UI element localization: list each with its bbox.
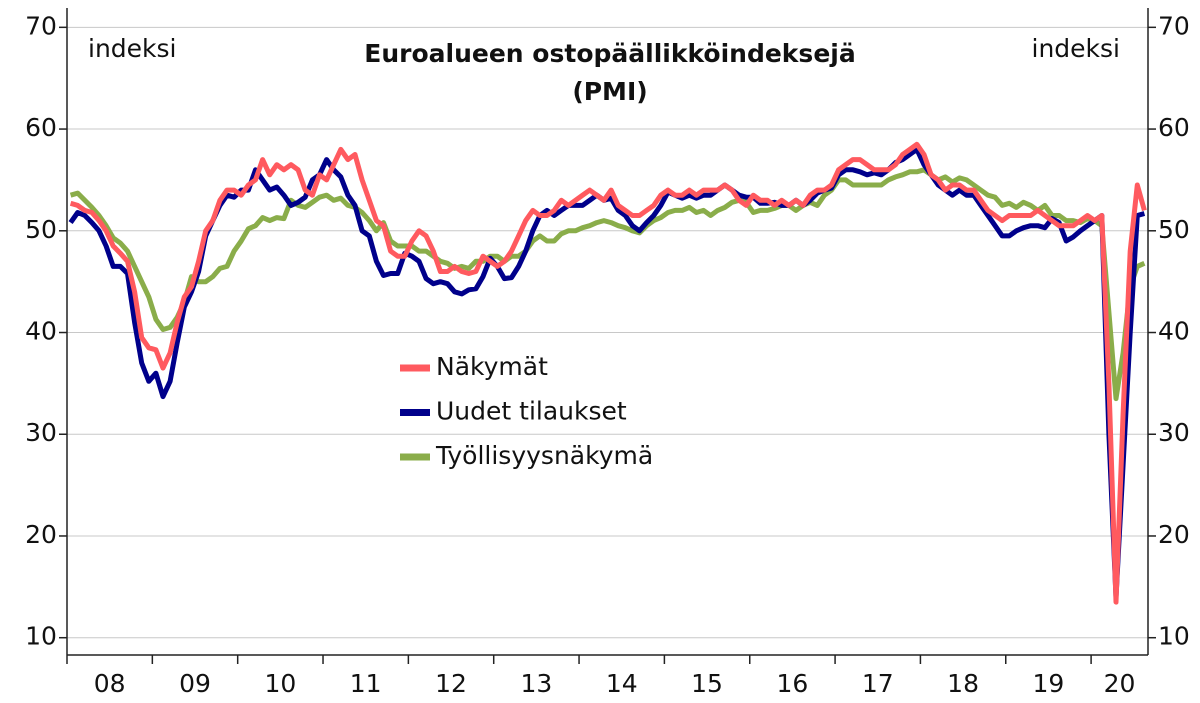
- x-tick-label: 13: [520, 669, 552, 698]
- x-tick-label: 16: [777, 669, 809, 698]
- x-tick-label: 20: [1104, 669, 1136, 698]
- x-tick-label: 08: [94, 669, 126, 698]
- y2-tick-label: 60: [1158, 113, 1190, 142]
- x-tick-label: 19: [1033, 669, 1065, 698]
- x-tick-label: 10: [264, 669, 296, 698]
- legend-label: Näkymät: [436, 352, 548, 381]
- chart-title: Euroalueen ostopäällikköindeksejä: [364, 39, 855, 68]
- y-tick-label: 30: [25, 418, 57, 447]
- y2-tick-label: 10: [1158, 622, 1190, 651]
- y-tick-label: 20: [25, 520, 57, 549]
- y-tick-label: 70: [25, 11, 57, 40]
- x-tick-label: 15: [691, 669, 723, 698]
- x-tick-label: 09: [179, 669, 211, 698]
- x-tick-label: 17: [862, 669, 894, 698]
- legend-label: Uudet tilaukset: [436, 397, 627, 426]
- y2-axis-label: indeksi: [1032, 34, 1121, 63]
- x-tick-label: 14: [606, 669, 638, 698]
- y-tick-label: 50: [25, 215, 57, 244]
- y2-tick-label: 20: [1158, 520, 1190, 549]
- y-tick-label: 60: [25, 113, 57, 142]
- y2-tick-label: 70: [1158, 11, 1190, 40]
- y-tick-label: 40: [25, 317, 57, 346]
- y2-tick-label: 40: [1158, 317, 1190, 346]
- series-line: [69, 141, 1147, 605]
- x-tick-label: 18: [947, 669, 979, 698]
- y2-tick-label: 30: [1158, 418, 1190, 447]
- series-line: [68, 146, 1146, 600]
- x-tick-label: 11: [350, 669, 382, 698]
- series-line: [69, 167, 1146, 402]
- y-tick-label: 10: [25, 622, 57, 651]
- y2-tick-label: 50: [1158, 215, 1190, 244]
- chart-title: (PMI): [572, 77, 647, 106]
- y-axis-label: indeksi: [88, 34, 177, 63]
- legend-label: Työllisyysnäkymä: [435, 441, 653, 470]
- x-tick-label: 12: [435, 669, 467, 698]
